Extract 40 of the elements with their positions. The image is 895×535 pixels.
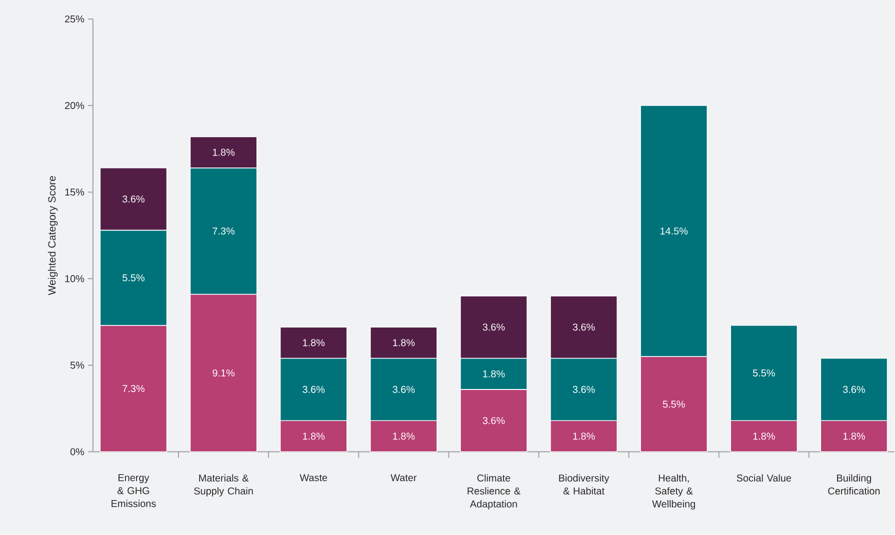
- y-tick-label: 20%: [65, 102, 84, 110]
- data-label: 1.8%: [303, 339, 325, 346]
- x-tick-label: Waste: [300, 474, 328, 482]
- x-tick-label: Climate Reslience & Adaptation: [468, 474, 520, 510]
- x-tick-label: Biodiversity & Habitat: [559, 474, 610, 495]
- y-tick-label: 5%: [70, 362, 84, 369]
- data-label: 1.8%: [573, 432, 595, 440]
- data-label: 14.5%: [660, 228, 688, 235]
- x-tick-label: Energy & GHG Emissions: [112, 474, 156, 508]
- data-label: 3.6%: [392, 386, 415, 394]
- data-label: 1.8%: [212, 148, 235, 156]
- data-label: 5.5%: [122, 274, 144, 282]
- x-tick-label: Materials & Supply Chain: [194, 474, 253, 497]
- data-label: 3.6%: [843, 386, 865, 394]
- data-label: 3.6%: [302, 386, 325, 394]
- data-label: 3.6%: [482, 324, 505, 331]
- data-label: 1.8%: [303, 432, 325, 440]
- data-label: 1.8%: [753, 432, 775, 440]
- data-label: 3.6%: [572, 386, 595, 394]
- x-tick-label: Health, Safety & Wellbeing: [652, 474, 695, 510]
- data-label: 7.3%: [212, 228, 235, 235]
- data-label: 1.8%: [393, 432, 415, 440]
- data-label: 3.6%: [482, 417, 505, 424]
- y-axis-title: Weighted Category Score: [48, 176, 58, 296]
- y-tick-label: 15%: [65, 188, 84, 196]
- y-tick-label: 25%: [65, 16, 84, 23]
- data-label: 3.6%: [572, 324, 595, 331]
- data-label: 1.8%: [393, 339, 415, 346]
- data-label: 1.8%: [843, 432, 865, 440]
- data-label: 5.5%: [662, 400, 685, 408]
- data-label: 1.8%: [483, 370, 505, 378]
- y-tick-label: 0%: [70, 448, 84, 456]
- data-label: 7.3%: [122, 385, 144, 392]
- x-tick-label: Building Certification: [828, 474, 880, 495]
- data-label: 5.5%: [752, 370, 775, 377]
- data-label: 3.6%: [122, 196, 144, 203]
- x-tick-label: Water: [390, 474, 417, 482]
- y-tick-label: 10%: [65, 275, 84, 282]
- x-tick-label: Social Value: [736, 474, 792, 482]
- data-label: 9.1%: [212, 370, 235, 377]
